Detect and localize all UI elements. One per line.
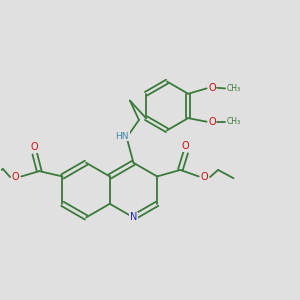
Text: HN: HN: [116, 131, 129, 140]
Text: O: O: [208, 83, 216, 93]
Text: N: N: [130, 212, 137, 223]
Text: O: O: [31, 142, 39, 152]
Text: CH₃: CH₃: [227, 84, 241, 93]
Text: O: O: [201, 172, 208, 182]
Text: O: O: [208, 117, 216, 127]
Text: CH₃: CH₃: [227, 117, 241, 126]
Text: O: O: [12, 172, 19, 182]
Text: O: O: [182, 141, 190, 151]
